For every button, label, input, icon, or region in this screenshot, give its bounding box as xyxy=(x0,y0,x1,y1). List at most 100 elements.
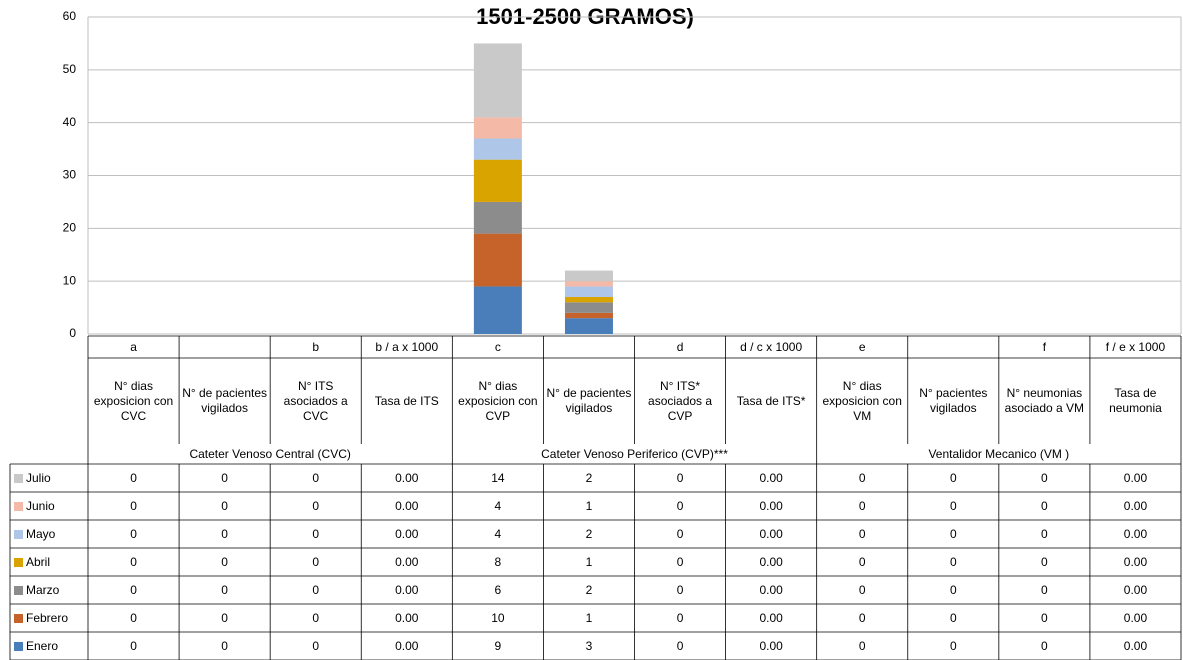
table-value: 0 xyxy=(858,638,866,653)
table-value: 0 xyxy=(312,582,320,597)
table-value: 0.00 xyxy=(759,554,783,569)
table-value: 0 xyxy=(130,554,137,569)
column-label: N° de pacientes vigilados xyxy=(182,386,268,415)
table-value: 0.00 xyxy=(395,554,419,569)
table-value: 0 xyxy=(858,554,866,569)
table-value: 0 xyxy=(1041,554,1048,569)
legend-entry: Enero xyxy=(10,632,88,660)
table-value: 0.00 xyxy=(395,610,419,625)
table-value: 1 xyxy=(585,498,593,513)
table-value: 0 xyxy=(221,554,228,569)
table-value: 1 xyxy=(585,554,593,569)
table-value: 0.00 xyxy=(1123,470,1148,485)
legend-entry: Marzo xyxy=(10,576,88,604)
table-value: 1 xyxy=(585,610,593,625)
y-tick-label: 30 xyxy=(63,168,77,182)
bar-segment xyxy=(473,43,522,118)
bar-segment xyxy=(564,270,613,282)
table-value: 4 xyxy=(494,526,502,541)
column-label: N° ITS asociados a CVC xyxy=(283,378,348,423)
legend-entry: Mayo xyxy=(10,520,88,548)
table-value: 0 xyxy=(949,498,957,513)
table-value: 0 xyxy=(949,470,957,485)
column-label: N° dias exposicion con VM xyxy=(822,378,902,423)
bar-segment xyxy=(564,312,613,319)
table-value: 0 xyxy=(1041,610,1048,625)
table-value: 0.00 xyxy=(759,638,783,653)
table-value: 0 xyxy=(221,582,228,597)
table-value: 0 xyxy=(858,582,866,597)
table-value: 0 xyxy=(858,526,866,541)
table-value: 0.00 xyxy=(759,470,783,485)
bar-segment xyxy=(564,318,613,334)
table-value: 0 xyxy=(130,582,137,597)
column-code: a xyxy=(130,339,137,354)
table-value: 0 xyxy=(676,526,684,541)
table-value: 4 xyxy=(494,498,502,513)
column-code: d / c x 1000 xyxy=(740,339,803,354)
table-value: 0 xyxy=(130,470,137,485)
y-tick-label: 0 xyxy=(69,326,76,340)
table-value: 3 xyxy=(585,638,593,653)
table-value: 9 xyxy=(494,638,502,653)
table-value: 0 xyxy=(858,470,866,485)
table-value: 0.00 xyxy=(1123,554,1148,569)
table-value: 0.00 xyxy=(395,582,419,597)
column-code: d xyxy=(676,339,684,354)
table-value: 0 xyxy=(949,554,957,569)
legend-swatch xyxy=(14,473,23,483)
table-value: 0.00 xyxy=(759,582,783,597)
table-value: 10 xyxy=(491,610,505,625)
bar-segment xyxy=(473,159,522,202)
table-value: 0 xyxy=(221,638,228,653)
table-value: 0.00 xyxy=(759,498,783,513)
table-value: 0 xyxy=(1041,498,1048,513)
bar-segment xyxy=(473,233,522,287)
legend-swatch xyxy=(14,501,23,511)
table-value: 0 xyxy=(130,638,137,653)
legend-label: Mayo xyxy=(26,526,56,541)
bar-segment xyxy=(564,286,613,298)
table-value: 0 xyxy=(676,498,684,513)
table-value: 6 xyxy=(494,582,502,597)
table-value: 0 xyxy=(676,582,684,597)
table-value: 0.00 xyxy=(1123,582,1148,597)
column-code: c xyxy=(494,339,501,354)
column-label: N° ITS* asociados a CVP xyxy=(648,378,713,423)
table-value: 0 xyxy=(130,610,137,625)
column-label: N° dias exposicion con CVP xyxy=(458,378,538,423)
y-tick-label: 10 xyxy=(63,273,77,287)
legend-label: Enero xyxy=(26,638,59,653)
table-value: 0 xyxy=(312,498,320,513)
legend-entry: Julio xyxy=(10,464,88,492)
legend-label: Febrero xyxy=(26,610,69,625)
table-value: 0 xyxy=(858,610,866,625)
table-value: 0.00 xyxy=(395,498,419,513)
table-value: 14 xyxy=(491,470,505,485)
y-tick-label: 40 xyxy=(63,115,77,129)
table-value: 2 xyxy=(585,470,593,485)
column-label: Tasa de neumonia xyxy=(1109,386,1162,415)
y-tick-label: 50 xyxy=(63,62,77,76)
table-value: 0 xyxy=(312,526,320,541)
table-value: 0.00 xyxy=(395,638,419,653)
column-code: f xyxy=(1042,339,1047,354)
legend-swatch xyxy=(14,585,23,595)
bar-segment xyxy=(564,302,613,313)
legend-label: Junio xyxy=(26,498,55,513)
legend-entry: Febrero xyxy=(10,604,88,632)
table-value: 0 xyxy=(676,470,684,485)
table-value: 0 xyxy=(221,526,228,541)
table-value: 0 xyxy=(221,470,228,485)
legend-label: Abril xyxy=(26,554,51,569)
column-label: Tasa de ITS xyxy=(374,393,439,408)
bar-segment xyxy=(473,286,522,334)
table-value: 0 xyxy=(949,526,957,541)
y-tick-label: 60 xyxy=(63,9,77,23)
table-value: 0.00 xyxy=(1123,610,1148,625)
column-label: N° pacientes vigilados xyxy=(919,386,988,415)
table-value: 0 xyxy=(221,498,228,513)
table-value: 0 xyxy=(1041,470,1048,485)
